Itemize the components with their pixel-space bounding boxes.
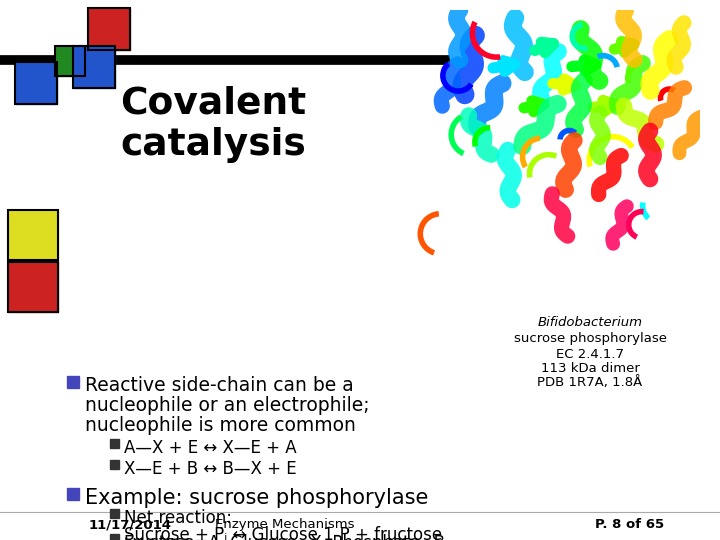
Text: Enzyme Mechanisms: Enzyme Mechanisms: [215, 518, 355, 531]
Bar: [55, 46, 85, 76]
Text: X—E + B ↔ B—X + E: X—E + B ↔ B—X + E: [124, 460, 297, 478]
Text: Reactive side-chain can be a: Reactive side-chain can be a: [85, 376, 354, 395]
Bar: [8, 262, 58, 312]
Bar: [110, 460, 119, 469]
Bar: [110, 534, 119, 540]
Bar: [15, 62, 57, 104]
Text: sucrose phosphorylase: sucrose phosphorylase: [513, 332, 667, 345]
Bar: [67, 488, 79, 500]
Bar: [110, 509, 119, 518]
Bar: [15, 62, 57, 104]
Text: PDB 1R7A, 1.8Å: PDB 1R7A, 1.8Å: [537, 376, 642, 389]
Text: 11/17/2014: 11/17/2014: [89, 518, 171, 531]
Bar: [88, 8, 130, 50]
Bar: [88, 8, 130, 50]
Text: P. 8 of 65: P. 8 of 65: [595, 518, 665, 531]
Text: Sucrose + Pᵢ ↔ Glucose 1-P + fructose: Sucrose + Pᵢ ↔ Glucose 1-P + fructose: [124, 526, 442, 540]
Text: nucleophile or an electrophile;: nucleophile or an electrophile;: [85, 396, 369, 415]
Bar: [55, 46, 85, 76]
Text: Example: sucrose phosphorylase: Example: sucrose phosphorylase: [85, 488, 428, 508]
Bar: [8, 262, 58, 312]
Bar: [8, 210, 58, 260]
Text: Bifidobacterium: Bifidobacterium: [538, 316, 642, 329]
Text: nucleophile is more common: nucleophile is more common: [85, 416, 356, 435]
Text: Covalent: Covalent: [120, 86, 306, 122]
Text: catalysis: catalysis: [120, 127, 306, 163]
Text: Net reaction:: Net reaction:: [124, 509, 232, 527]
Bar: [8, 210, 58, 260]
Text: 113 kDa dimer: 113 kDa dimer: [541, 362, 639, 375]
Bar: [73, 46, 115, 88]
Text: Fructose=A, Glucose=X, Phosphate=B: Fructose=A, Glucose=X, Phosphate=B: [124, 534, 445, 540]
Text: EC 2.4.1.7: EC 2.4.1.7: [556, 348, 624, 361]
Bar: [73, 46, 115, 88]
Text: A—X + E ↔ X—E + A: A—X + E ↔ X—E + A: [124, 439, 297, 457]
Bar: [67, 376, 79, 388]
Bar: [110, 439, 119, 448]
